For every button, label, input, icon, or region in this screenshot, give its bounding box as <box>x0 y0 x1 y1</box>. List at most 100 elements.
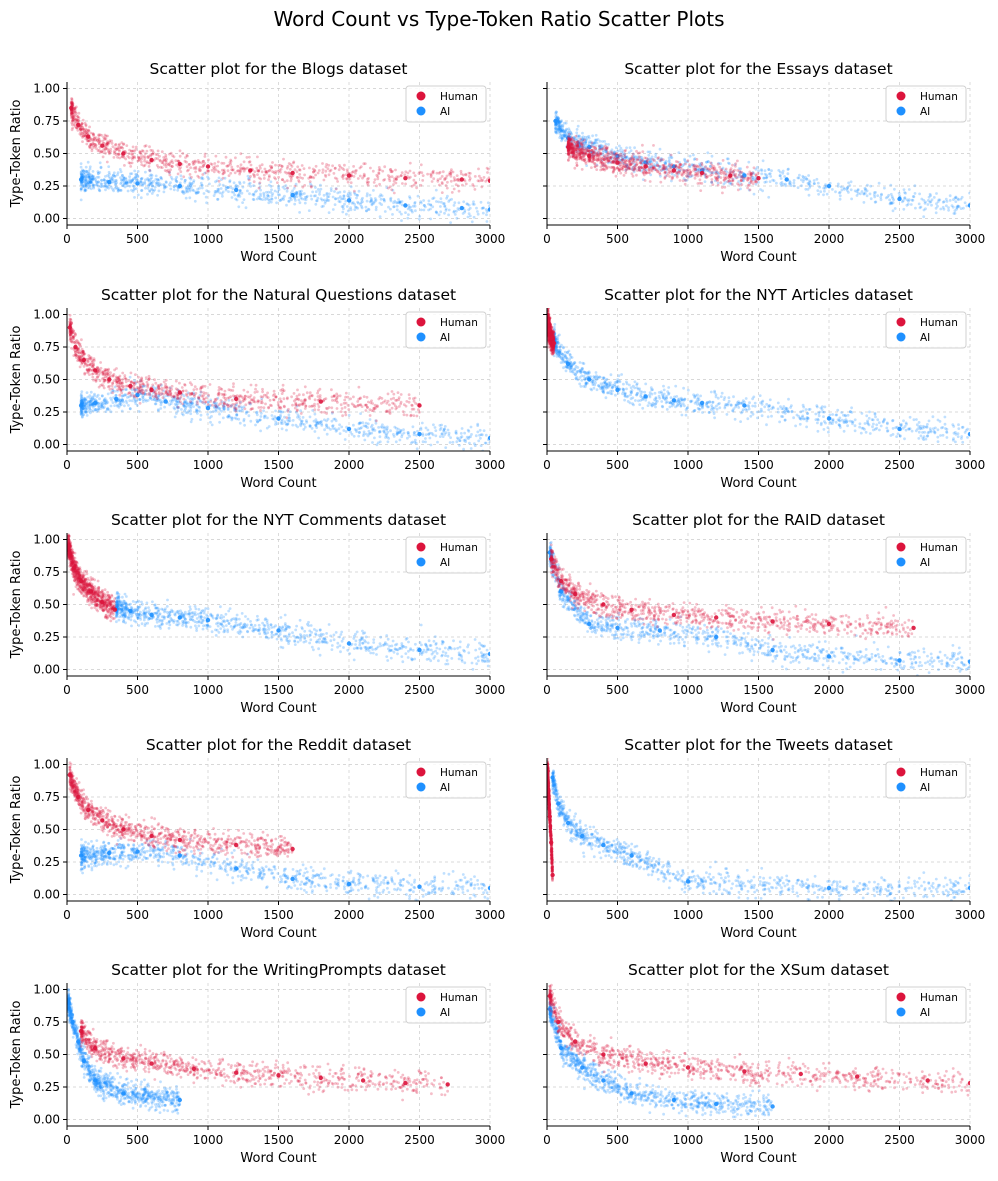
scatter-point <box>618 169 622 173</box>
scatter-point <box>300 164 304 167</box>
scatter-point <box>81 140 84 144</box>
scatter-point <box>308 424 312 427</box>
scatter-point <box>572 155 575 159</box>
scatter-point <box>880 192 883 196</box>
scatter-point <box>590 141 594 145</box>
scatter-point <box>88 145 92 149</box>
scatter-point <box>353 191 356 195</box>
scatter-point <box>83 178 87 181</box>
scatter-point <box>655 168 658 172</box>
scatter-point <box>84 127 88 131</box>
scatter-point <box>112 189 115 193</box>
scatter-point <box>629 157 632 161</box>
scatter-point <box>191 401 195 405</box>
scatter-point <box>360 206 364 210</box>
scatter-point <box>556 127 560 131</box>
scatter-point <box>303 425 307 429</box>
scatter-point <box>243 167 247 171</box>
scatter-point <box>443 211 446 215</box>
scatter-point <box>667 163 671 166</box>
scatter-point <box>357 189 361 193</box>
scatter-point <box>660 169 663 173</box>
scatter-point <box>161 400 165 404</box>
scatter-point <box>554 129 557 132</box>
scatter-point <box>87 129 91 133</box>
scatter-point <box>162 156 166 159</box>
scatter-point <box>606 154 610 158</box>
scatter-point <box>455 440 459 444</box>
scatter-point <box>301 185 305 189</box>
scatter-point <box>598 146 602 149</box>
scatter-point <box>216 404 220 408</box>
scatter-point <box>576 141 579 144</box>
scatter-point <box>909 203 913 206</box>
scatter-point <box>587 159 591 163</box>
scatter-point <box>308 415 312 419</box>
scatter-point <box>633 165 636 168</box>
scatter-point <box>383 165 387 169</box>
scatter-point <box>134 395 138 399</box>
scatter-point <box>103 148 107 152</box>
scatter-point <box>383 210 387 213</box>
scatter-point <box>100 184 104 188</box>
scatter-point <box>631 168 635 172</box>
scatter-point <box>592 153 595 157</box>
scatter-point <box>575 144 579 148</box>
scatter-point <box>97 133 101 137</box>
scatter-point <box>579 141 582 145</box>
scatter-point <box>567 136 571 140</box>
scatter-point <box>413 201 417 204</box>
scatter-point <box>581 148 585 152</box>
scatter-point <box>292 160 296 164</box>
scatter-point <box>678 168 681 172</box>
scatter-point <box>582 154 585 158</box>
scatter-point <box>675 171 678 175</box>
scatter-point <box>363 174 366 178</box>
scatter-point <box>285 189 289 193</box>
scatter-point <box>683 159 687 162</box>
scatter-point <box>656 163 659 167</box>
scatter-point <box>218 420 222 424</box>
scatter-point <box>657 164 661 168</box>
scatter-point <box>567 152 571 155</box>
scatter-point <box>96 149 100 153</box>
scatter-point <box>739 176 743 179</box>
scatter-point <box>237 417 241 421</box>
scatter-point <box>210 423 214 427</box>
scatter-point <box>242 405 246 409</box>
scatter-point <box>201 159 205 163</box>
scatter-point <box>304 195 307 199</box>
scatter-point <box>91 403 94 407</box>
scatter-point <box>88 172 92 176</box>
scatter-point <box>623 155 627 159</box>
scatter-point <box>91 403 94 407</box>
scatter-point <box>125 181 129 185</box>
scatter-point <box>581 157 584 161</box>
scatter-point <box>724 180 727 184</box>
scatter-point <box>712 165 716 168</box>
scatter-point <box>93 394 96 398</box>
scatter-point <box>79 133 83 137</box>
scatter-point <box>563 130 567 134</box>
scatter-point <box>69 330 73 334</box>
scatter-point <box>557 117 560 120</box>
scatter-point <box>353 428 357 431</box>
scatter-point <box>160 166 164 170</box>
scatter-point <box>93 176 97 180</box>
scatter-point <box>179 174 183 178</box>
scatter-point <box>100 149 103 153</box>
scatter-point <box>566 149 570 153</box>
scatter-point <box>907 199 910 203</box>
scatter-point <box>611 161 615 164</box>
scatter-point <box>367 208 371 212</box>
scatter-point <box>779 182 783 185</box>
scatter-point <box>754 173 758 177</box>
scatter-point <box>572 147 576 150</box>
scatter-point <box>350 402 354 406</box>
scatter-point <box>222 168 226 172</box>
scatter-point <box>638 168 641 172</box>
scatter-point <box>398 438 402 442</box>
scatter-point <box>128 407 132 411</box>
scatter-point <box>646 150 650 154</box>
scatter-point <box>383 399 387 403</box>
